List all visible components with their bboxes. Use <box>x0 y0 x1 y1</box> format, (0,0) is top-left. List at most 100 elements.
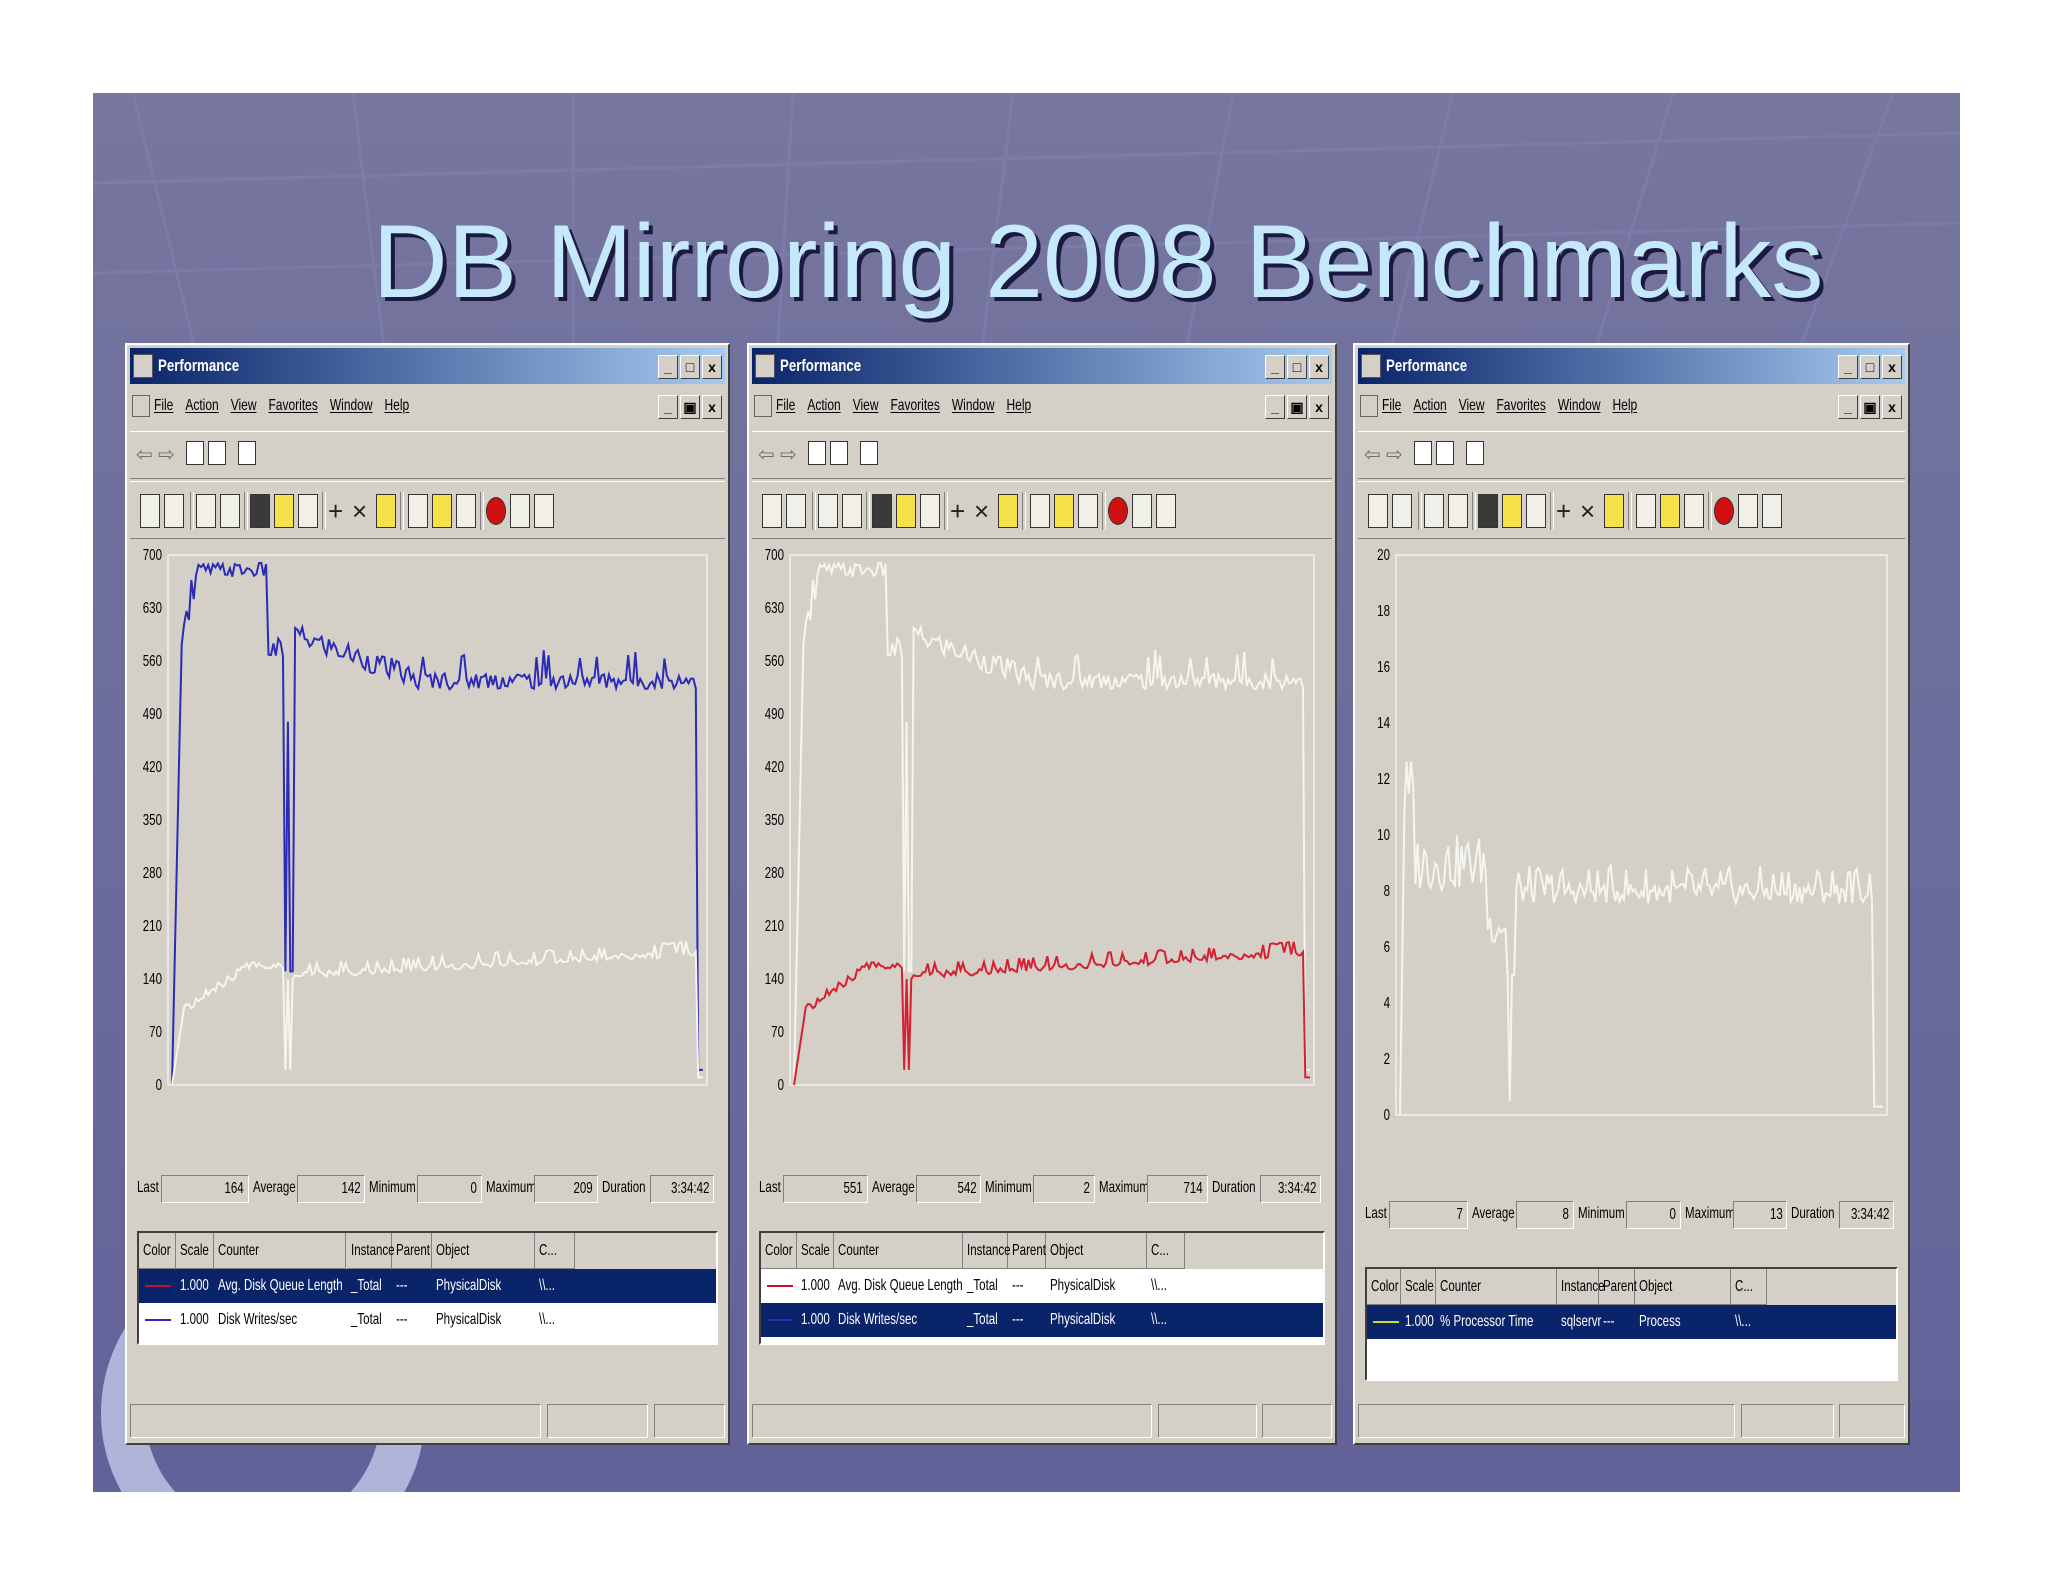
help-icon[interactable] <box>1466 441 1484 465</box>
column-header[interactable]: Instance <box>346 1233 394 1269</box>
menu-item-view[interactable]: View <box>852 397 879 414</box>
paste-counter-list-icon[interactable] <box>1660 494 1680 528</box>
forward-arrow-icon[interactable]: ⇨ <box>780 444 797 466</box>
paste-counter-list-icon[interactable] <box>432 494 452 528</box>
maximize-button[interactable]: □ <box>1860 355 1880 379</box>
menu-item-view[interactable]: View <box>1458 397 1485 414</box>
paste-counter-list-icon[interactable] <box>1054 494 1074 528</box>
title-bar[interactable]: Performance _ □ x <box>130 348 725 384</box>
menu-item-window[interactable]: Window <box>329 397 373 414</box>
maximize-button[interactable]: □ <box>680 355 700 379</box>
highlight-icon[interactable] <box>376 494 396 528</box>
column-header[interactable]: Instance <box>1557 1269 1605 1305</box>
menu-item-file[interactable]: File <box>154 397 174 414</box>
column-header[interactable]: C... <box>1730 1269 1767 1305</box>
minimize-button[interactable]: _ <box>1265 355 1285 379</box>
menu-item-favorites[interactable]: Favorites <box>890 397 940 414</box>
column-header[interactable]: Color <box>139 1233 177 1269</box>
child-close-button[interactable]: x <box>1882 395 1902 419</box>
view-current-activity-icon[interactable] <box>196 494 216 528</box>
help-icon[interactable] <box>534 494 554 528</box>
update-data-icon[interactable] <box>1738 494 1758 528</box>
legend-row[interactable]: 1.000% Processor Time sqlservr --- Process \… <box>1367 1305 1896 1339</box>
highlight-icon[interactable] <box>998 494 1018 528</box>
close-button[interactable]: x <box>1882 355 1902 379</box>
properties-icon[interactable] <box>1684 494 1704 528</box>
minimize-button[interactable]: _ <box>658 355 678 379</box>
close-button[interactable]: x <box>702 355 722 379</box>
view-current-activity-icon[interactable] <box>1424 494 1444 528</box>
view-graph-icon[interactable] <box>250 494 270 528</box>
child-restore-button[interactable]: ▣ <box>1860 395 1880 419</box>
child-restore-button[interactable]: ▣ <box>1287 395 1307 419</box>
menu-item-window[interactable]: Window <box>1557 397 1601 414</box>
add-counter-icon[interactable]: + <box>950 496 966 526</box>
copy-properties-icon[interactable] <box>1030 494 1050 528</box>
menu-item-favorites[interactable]: Favorites <box>1496 397 1546 414</box>
forward-arrow-icon[interactable]: ⇨ <box>1386 444 1403 466</box>
view-current-activity-icon[interactable] <box>818 494 838 528</box>
column-header[interactable]: C... <box>1147 1233 1186 1269</box>
menu-item-view[interactable]: View <box>230 397 257 414</box>
freeze-display-icon[interactable] <box>1714 497 1734 525</box>
column-header[interactable]: Parent <box>1007 1233 1047 1269</box>
child-close-button[interactable]: x <box>702 395 722 419</box>
copy-properties-icon[interactable] <box>1636 494 1656 528</box>
view-log-data-icon[interactable] <box>842 494 862 528</box>
child-minimize-button[interactable]: _ <box>1265 395 1285 419</box>
add-counter-icon[interactable]: + <box>328 496 344 526</box>
view-histogram-icon[interactable] <box>274 494 294 528</box>
properties-icon[interactable] <box>1078 494 1098 528</box>
view-report-icon[interactable] <box>920 494 940 528</box>
help-icon[interactable] <box>860 441 878 465</box>
column-header[interactable]: Scale <box>797 1233 834 1269</box>
column-header[interactable]: Object <box>1046 1233 1148 1269</box>
child-minimize-button[interactable]: _ <box>658 395 678 419</box>
new-counter-set-icon[interactable] <box>1368 494 1388 528</box>
delete-counter-icon[interactable]: × <box>352 496 368 526</box>
console-icon[interactable] <box>132 395 150 417</box>
view-report-icon[interactable] <box>298 494 318 528</box>
show-hide-tree-icon[interactable] <box>830 441 848 465</box>
column-header[interactable]: Counter <box>1435 1269 1558 1305</box>
properties-icon[interactable] <box>456 494 476 528</box>
help-icon[interactable] <box>1156 494 1176 528</box>
column-header[interactable]: Parent <box>1599 1269 1637 1305</box>
view-histogram-icon[interactable] <box>1502 494 1522 528</box>
minimize-button[interactable]: _ <box>1838 355 1858 379</box>
up-one-level-icon[interactable] <box>186 441 204 465</box>
view-report-icon[interactable] <box>1526 494 1546 528</box>
up-one-level-icon[interactable] <box>1414 441 1432 465</box>
column-header[interactable]: C... <box>535 1233 575 1269</box>
menu-item-file[interactable]: File <box>1382 397 1402 414</box>
menu-item-help[interactable]: Help <box>1006 397 1032 414</box>
help-icon[interactable] <box>1762 494 1782 528</box>
console-icon[interactable] <box>1360 395 1378 417</box>
close-button[interactable]: x <box>1309 355 1329 379</box>
maximize-button[interactable]: □ <box>1287 355 1307 379</box>
clear-display-icon[interactable] <box>786 494 806 528</box>
column-header[interactable]: Color <box>1367 1269 1402 1305</box>
menu-item-window[interactable]: Window <box>951 397 995 414</box>
clear-display-icon[interactable] <box>164 494 184 528</box>
column-header[interactable]: Object <box>431 1233 536 1269</box>
column-header[interactable]: Scale <box>1401 1269 1436 1305</box>
freeze-display-icon[interactable] <box>1108 497 1128 525</box>
up-one-level-icon[interactable] <box>808 441 826 465</box>
add-counter-icon[interactable]: + <box>1556 496 1572 526</box>
column-header[interactable]: Scale <box>176 1233 214 1269</box>
back-arrow-icon[interactable]: ⇦ <box>136 444 153 466</box>
column-header[interactable]: Counter <box>833 1233 964 1269</box>
view-log-data-icon[interactable] <box>1448 494 1468 528</box>
child-minimize-button[interactable]: _ <box>1838 395 1858 419</box>
column-header[interactable]: Counter <box>213 1233 347 1269</box>
update-data-icon[interactable] <box>510 494 530 528</box>
delete-counter-icon[interactable]: × <box>1580 496 1596 526</box>
view-histogram-icon[interactable] <box>896 494 916 528</box>
delete-counter-icon[interactable]: × <box>974 496 990 526</box>
title-bar[interactable]: Performance _ □ x <box>1358 348 1905 384</box>
legend-row[interactable]: 1.000 Disk Writes/sec _Total --- PhysicalDis… <box>139 1303 716 1337</box>
menu-item-action[interactable]: Action <box>185 397 219 414</box>
freeze-display-icon[interactable] <box>486 497 506 525</box>
show-hide-tree-icon[interactable] <box>1436 441 1454 465</box>
